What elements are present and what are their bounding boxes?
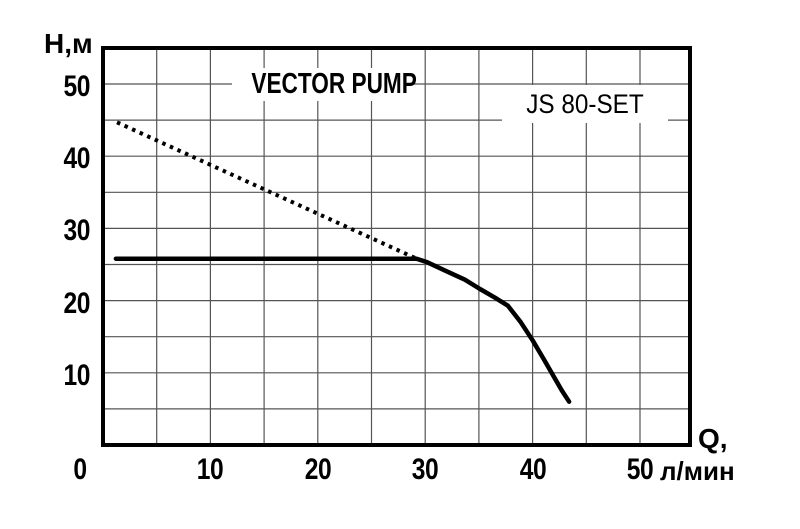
x-tick-label: 0 xyxy=(73,453,87,486)
y-tick-label: 30 xyxy=(63,214,90,248)
pump-model-text: JS 80-SET xyxy=(526,89,644,119)
y-tick-label: 10 xyxy=(63,358,90,392)
y-axis-title: H,м xyxy=(44,28,93,59)
pump-model-label: JS 80-SET xyxy=(502,85,668,123)
x-tick-label: 20 xyxy=(304,453,332,486)
y-tick-label: 20 xyxy=(63,286,90,320)
dotted-reference-line xyxy=(116,120,418,261)
x-tick-label: 50 xyxy=(626,453,654,486)
chart-title-text: VECTOR PUMP xyxy=(251,68,417,100)
y-tick-label: 50 xyxy=(63,70,90,103)
x-tick-label: 30 xyxy=(411,453,439,486)
plot-border xyxy=(101,46,692,447)
x-tick-label: 10 xyxy=(197,453,224,486)
pump-head-capacity-curve xyxy=(113,256,572,404)
x-axis-unit: л/мин xyxy=(660,456,735,486)
chart-title: VECTOR PUMP xyxy=(232,68,417,101)
y-tick-label: 40 xyxy=(63,142,90,176)
x-axis-title-symbol: Q, xyxy=(698,423,728,454)
x-tick-label: 40 xyxy=(519,453,546,486)
